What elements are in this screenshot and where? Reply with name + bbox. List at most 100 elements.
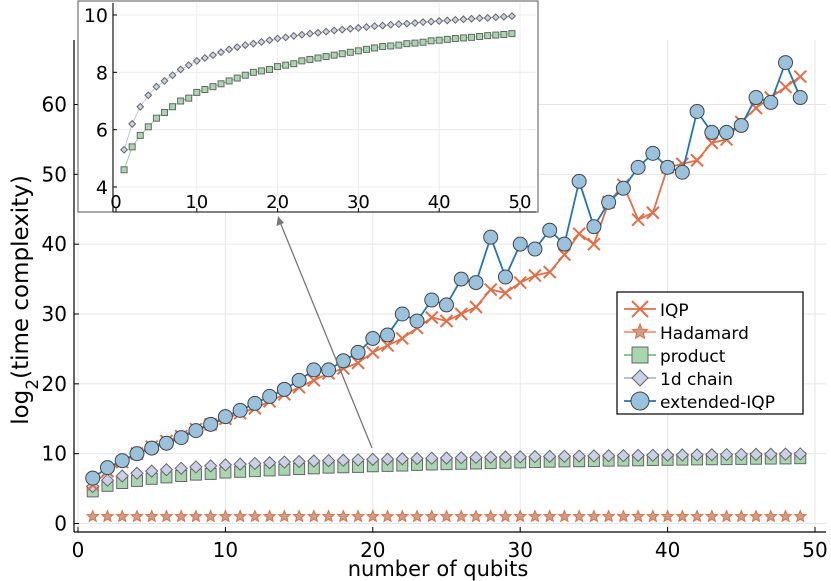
data-point <box>469 450 483 465</box>
inset-data-point <box>459 34 467 42</box>
data-point <box>292 509 307 523</box>
data-point <box>174 509 189 523</box>
inset-data-point <box>265 36 274 45</box>
data-point <box>542 449 557 464</box>
inset-data-point <box>443 35 451 43</box>
inset-series-product <box>120 30 516 174</box>
inset-data-point <box>233 43 242 52</box>
data-point <box>410 451 424 466</box>
data-point <box>144 464 159 478</box>
main-y-tick-label: 0 <box>54 512 67 536</box>
data-point <box>336 453 351 467</box>
data-point <box>660 509 675 523</box>
y-axis-label-subscript: 2 <box>23 379 43 390</box>
data-point <box>454 307 468 321</box>
data-point <box>454 509 469 523</box>
inset-data-point <box>346 48 354 56</box>
inset-data-point <box>266 65 274 73</box>
data-point <box>380 338 395 353</box>
inset-data-point <box>507 12 516 21</box>
data-point <box>704 509 719 523</box>
data-point <box>615 180 631 196</box>
inset-data-point <box>120 166 128 174</box>
inset-pointer-arrow <box>279 221 373 449</box>
data-point <box>778 509 793 523</box>
inset-y-tick-label: 10 <box>84 5 108 27</box>
data-point <box>129 446 145 462</box>
data-point <box>646 448 660 462</box>
data-point <box>262 388 278 404</box>
data-point <box>188 423 204 439</box>
data-point <box>218 458 233 472</box>
legend-entry-1d-chain: 1d chain <box>624 369 733 390</box>
inset-data-point <box>419 38 427 46</box>
inset-data-point <box>354 23 363 32</box>
data-point <box>542 222 558 238</box>
data-point <box>705 448 719 462</box>
main-x-tick-label: 20 <box>360 538 385 562</box>
data-point <box>733 117 749 133</box>
y-axis-label: log2(time complexity) <box>8 175 43 425</box>
legend-label: IQP <box>660 301 689 321</box>
data-point <box>734 509 749 523</box>
data-point <box>528 268 542 283</box>
inset-data-point <box>177 97 185 105</box>
data-point <box>307 373 321 388</box>
data-point <box>793 509 808 523</box>
data-point <box>114 453 130 469</box>
inset-x-tick-label: 40 <box>428 192 451 213</box>
data-point <box>291 372 307 388</box>
inset-x-tick-label: 50 <box>509 192 532 213</box>
inset-data-point <box>282 61 290 69</box>
inset-data-point <box>152 114 160 122</box>
inset-x-tick-label: 20 <box>266 192 289 213</box>
data-point <box>262 509 277 523</box>
data-point <box>276 381 292 397</box>
inset-data-point <box>346 24 355 33</box>
data-point <box>203 459 218 473</box>
data-point <box>586 509 601 523</box>
data-point <box>321 362 337 378</box>
inset-data-point <box>185 94 193 102</box>
inset-data-point <box>225 77 233 85</box>
data-point <box>763 94 779 110</box>
inset-y-tick-label: 6 <box>96 120 108 142</box>
inset-tick-labels: 0 10 20 30 40 50 4 6 8 10 <box>84 5 532 213</box>
inset-data-point <box>387 42 395 50</box>
data-point <box>542 265 557 279</box>
inset-data-point <box>427 17 436 26</box>
main-y-tick-label: 40 <box>42 232 67 256</box>
data-point <box>307 454 321 468</box>
inset-data-point <box>314 54 322 62</box>
legend-label: extended-IQP <box>660 393 775 413</box>
data-point <box>793 447 807 461</box>
data-point <box>380 509 395 523</box>
inset-data-point <box>394 20 403 29</box>
data-point <box>749 509 763 523</box>
data-point <box>233 509 248 523</box>
inset-data-point <box>160 76 169 85</box>
data-point <box>425 310 439 325</box>
inset-data-point <box>184 61 193 70</box>
inset-data-point <box>305 29 314 38</box>
data-point <box>748 90 764 106</box>
legend: IQP Hadamard product 1d chain extended-IQP <box>616 291 804 415</box>
data-point <box>277 509 292 523</box>
inset-data-point <box>508 30 516 38</box>
data-point <box>159 463 174 477</box>
data-point <box>233 457 247 471</box>
data-point <box>306 509 321 523</box>
inset-data-point <box>435 36 443 44</box>
inset-data-point <box>249 68 257 76</box>
data-point <box>144 440 160 456</box>
legend-label: product <box>660 347 726 367</box>
data-point <box>365 509 380 523</box>
inset-data-point <box>289 31 298 40</box>
data-point <box>115 509 130 523</box>
data-point <box>719 509 734 523</box>
data-point <box>690 153 704 168</box>
series-1d-chain <box>86 447 807 494</box>
data-point <box>439 314 454 328</box>
inset-data-point <box>484 32 492 40</box>
data-point <box>454 451 468 465</box>
